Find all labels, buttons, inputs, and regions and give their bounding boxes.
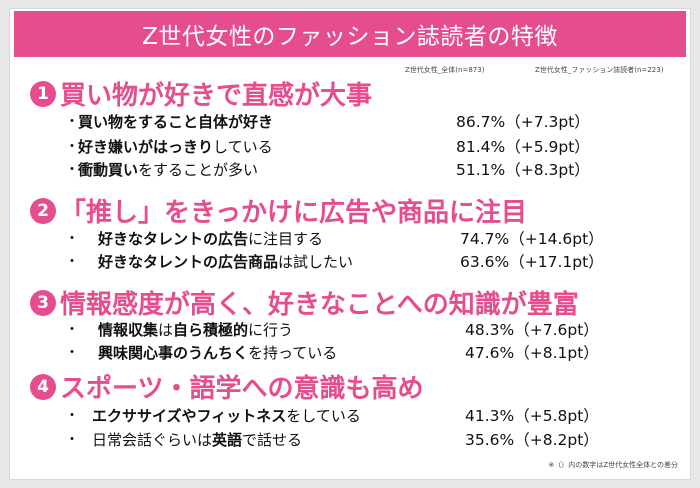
item-text: 買い物をすること自体が好き: [78, 111, 273, 132]
item-value: 41.3%（+5.8pt）: [465, 407, 599, 425]
sample-legend: Z世代女性_全体(n=873) Z世代女性_ファッション誌読者(n=223): [0, 65, 700, 77]
section-number-badge: 2: [30, 197, 56, 224]
bullet-icon: ・: [65, 408, 79, 424]
item-text-plain: を持っている: [248, 343, 338, 362]
list-item: ・日常会話ぐらいは英語で話せる 35.6%（+8.2pt）: [0, 428, 700, 450]
footnote: ※（）内の数字はZ世代女性全体との差分: [548, 461, 678, 469]
item-value: 35.6%（+8.2pt）: [465, 431, 599, 449]
item-text-plain: は試したい: [278, 252, 354, 271]
bullet-icon: ・: [65, 322, 79, 338]
bullet-icon: ・: [65, 345, 79, 361]
list-item: ・買い物をすること自体が好き 86.7%（+7.3pt）: [0, 110, 700, 132]
section-number-badge: 1: [30, 80, 56, 107]
list-item: ・ 情報収集は自ら積極的に行う 48.3%（+7.6pt）: [0, 318, 700, 340]
bullet-icon: ・: [65, 139, 79, 155]
item-text-plain: をすることが多い: [138, 160, 259, 179]
bullet-icon: ・: [65, 231, 79, 247]
section-title: スポーツ・語学への意識も高め: [60, 374, 424, 404]
item-text: 興味関心事のうんちくを持っている: [98, 342, 337, 363]
item-text-bold: 好きなタレントの広告商品: [98, 252, 279, 271]
item-text-bold: 自ら積極的: [173, 320, 249, 339]
item-value: 63.6%（+17.1pt）: [460, 253, 604, 271]
item-text-bold: 興味関心事のうんちく: [98, 343, 249, 362]
section-number-badge: 4: [30, 373, 56, 400]
item-text: 好き嫌いがはっきりしている: [78, 136, 273, 157]
bullet-icon: ・: [65, 254, 79, 270]
item-text-plain: に注目する: [248, 229, 324, 248]
item-text-bold: 好き嫌いがはっきり: [78, 137, 214, 156]
item-text-plain: をしている: [286, 406, 361, 425]
item-value: 48.3%（+7.6pt）: [465, 321, 599, 339]
item-text-bold: 情報収集: [98, 320, 159, 339]
item-text-plain: で話せる: [242, 430, 303, 449]
item-text-bold: エクササイズやフィットネス: [92, 406, 287, 425]
item-text-bold: 好きなタレントの広告: [98, 229, 249, 248]
item-text: 好きなタレントの広告商品は試したい: [98, 251, 353, 272]
list-item: ・ 興味関心事のうんちくを持っている 47.6%（+8.1pt）: [0, 341, 700, 363]
item-text-plain: に行う: [248, 320, 294, 339]
item-text: 情報収集は自ら積極的に行う: [98, 319, 293, 340]
item-text: エクササイズやフィットネスをしている: [92, 405, 361, 426]
title-banner: Z世代女性のファッション誌読者の特徴: [14, 11, 686, 57]
list-item: ・ 好きなタレントの広告に注目する 74.7%（+14.6pt）: [0, 227, 700, 249]
list-item: ・衝動買いをすることが多い 51.1%（+8.3pt）: [0, 158, 700, 180]
section-number-badge: 3: [30, 289, 56, 316]
item-value: 81.4%（+5.9pt）: [456, 138, 590, 156]
item-text: 好きなタレントの広告に注目する: [98, 228, 323, 249]
section-heading-3: 3 情報感度が高く、好きなことへの知識が豊富: [30, 284, 579, 321]
section-title: 情報感度が高く、好きなことへの知識が豊富: [60, 290, 579, 320]
section-title: 買い物が好きで直感が大事: [60, 81, 373, 111]
item-text-plain: は: [158, 320, 174, 339]
section-heading-4: 4 スポーツ・語学への意識も高め: [30, 368, 423, 405]
item-text: 衝動買いをすることが多い: [78, 159, 258, 180]
list-item: ・ 好きなタレントの広告商品は試したい 63.6%（+17.1pt）: [0, 250, 700, 272]
item-text-bold: 衝動買い: [78, 160, 139, 179]
item-text-plain: している: [213, 137, 273, 156]
section-heading-1: 1 買い物が好きで直感が大事: [30, 75, 372, 112]
item-text-bold: 英語: [212, 430, 243, 449]
page-title: Z世代女性のファッション誌読者の特徴: [142, 24, 558, 50]
bullet-icon: ・: [65, 114, 79, 130]
section-heading-2: 2 「推し」をきっかけに広告や商品に注目: [30, 192, 527, 229]
item-text-bold: 買い物をすること自体が好き: [78, 112, 274, 131]
item-value: 51.1%（+8.3pt）: [456, 161, 590, 179]
list-item: ・エクササイズやフィットネスをしている 41.3%（+5.8pt）: [0, 404, 700, 426]
list-item: ・好き嫌いがはっきりしている 81.4%（+5.9pt）: [0, 135, 700, 157]
item-text-plain: 日常会話ぐらいは: [92, 430, 213, 449]
legend-readers: Z世代女性_ファッション誌読者(n=223): [535, 66, 664, 74]
item-value: 47.6%（+8.1pt）: [465, 344, 599, 362]
item-value: 74.7%（+14.6pt）: [460, 230, 604, 248]
item-value: 86.7%（+7.3pt）: [456, 113, 590, 131]
legend-all: Z世代女性_全体(n=873): [405, 66, 485, 74]
item-text: 日常会話ぐらいは英語で話せる: [92, 429, 302, 450]
bullet-icon: ・: [65, 162, 79, 178]
bullet-icon: ・: [65, 432, 79, 448]
section-title: 「推し」をきっかけに広告や商品に注目: [60, 198, 527, 228]
slide-card: [9, 8, 691, 480]
